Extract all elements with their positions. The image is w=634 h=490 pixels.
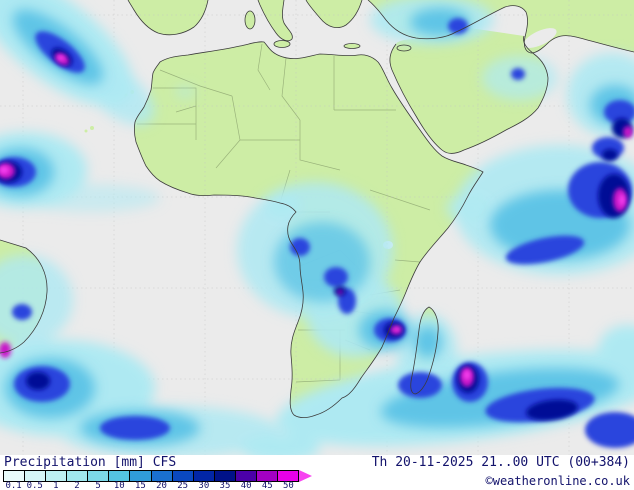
colorbar-segment (172, 471, 194, 481)
colorbar-tick-label: 5 (95, 481, 101, 490)
colorbar-tick-label: 40 (240, 481, 252, 490)
colorbar-tick-label: 30 (198, 481, 210, 490)
forecast-datetime: Th 20-11-2025 21..00 UTC (00+384) (371, 455, 630, 470)
colorbar-tick-label: 10 (113, 481, 125, 490)
colorbar-segment (278, 471, 299, 481)
colorbar-tick-label: 0.5 (26, 481, 43, 490)
colorbar-tick-label: 0.1 (5, 481, 22, 490)
colorbar-tick-label: 35 (219, 481, 231, 490)
copyright: ©weatheronline.co.uk (485, 474, 631, 488)
colorbar-segment (67, 471, 89, 481)
colorbar-segment (235, 471, 257, 481)
colorbar-segment (151, 471, 173, 481)
colorbar (3, 470, 299, 482)
colorbar-wrap (3, 470, 312, 482)
colorbar-labels: 0.1 0.5 1 2 5 10 15 20 25 30 35 40 45 50 (3, 481, 299, 490)
colorbar-segment (4, 471, 26, 481)
legend-title: Precipitation [mm] CFS (4, 455, 177, 470)
precip-pink-layer (0, 55, 625, 380)
colorbar-segment (256, 471, 279, 481)
colorbar-tick-label: 50 (282, 481, 294, 490)
colorbar-tick-label: 2 (74, 481, 80, 490)
colorbar-segment (46, 471, 68, 481)
colorbar-segment (193, 471, 215, 481)
precipitation-map (0, 0, 634, 462)
colorbar-tick-label: 1 (53, 481, 59, 490)
colorbar-tick-label: 25 (177, 481, 189, 490)
precipitation-layer (0, 0, 634, 462)
map-area (0, 0, 634, 462)
colorbar-arrow (299, 470, 312, 482)
colorbar-segment (214, 471, 236, 481)
colorbar-segment (109, 471, 131, 481)
colorbar-segment (88, 471, 110, 481)
colorbar-segment (130, 471, 152, 481)
colorbar-tick-label: 15 (134, 481, 146, 490)
colorbar-tick-label: 45 (261, 481, 273, 490)
coastline-layer (0, 0, 634, 419)
colorbar-tick-label: 20 (156, 481, 167, 490)
legend-bar: Precipitation [mm] CFS Th 20-11-2025 21.… (0, 455, 634, 490)
colorbar-segment (25, 471, 47, 481)
